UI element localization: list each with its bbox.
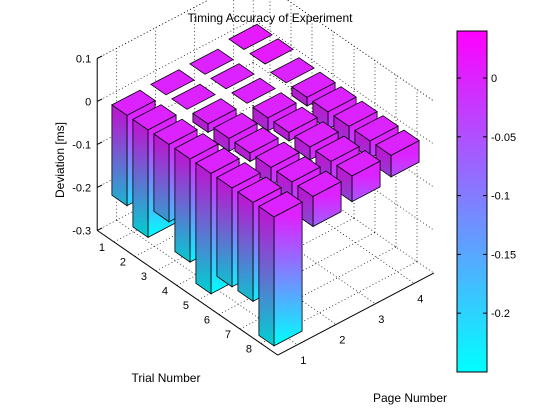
x-tick-label: 3	[378, 314, 384, 326]
colorbar-tick-label: -0.05	[491, 132, 516, 144]
x-axis-label: Page Number	[373, 391, 447, 405]
y-tick-label: 6	[204, 315, 210, 327]
y-tick-label: 2	[120, 257, 126, 269]
z-tick-label: -0.1	[72, 139, 91, 151]
x-tick-label: 2	[339, 334, 345, 346]
bar-side-face	[238, 192, 253, 301]
z-tick	[97, 99, 102, 102]
y-tick-label: 5	[183, 300, 189, 312]
colorbar-tick-label: -0.15	[491, 249, 516, 261]
z-tick-label: 0	[85, 96, 91, 108]
bar-side-face	[154, 134, 169, 222]
z-tick-label: 0.1	[76, 53, 91, 65]
bar-side-face	[217, 177, 232, 286]
y-axis-label: Trial Number	[132, 371, 201, 385]
bar-side-face	[175, 148, 190, 262]
y-tick-label: 8	[246, 344, 252, 356]
bar-side-face	[259, 206, 274, 346]
bars-layer	[112, 24, 419, 346]
x-tick-label: 1	[300, 355, 306, 367]
chart-title: Timing Accuracy of Experiment	[188, 11, 354, 25]
z-tick-label: -0.3	[72, 225, 91, 237]
bar-side-face	[112, 105, 127, 206]
y-tick-label: 3	[141, 271, 147, 283]
grid-line	[97, 0, 253, 58]
colorbar-tick-label: -0.1	[491, 191, 510, 203]
y-tick-label: 1	[99, 242, 105, 254]
colorbar-tick-label: 0	[491, 73, 497, 85]
z-tick	[97, 185, 102, 188]
colorbar	[457, 31, 487, 372]
y-tick-label: 7	[225, 329, 231, 341]
z-tick	[97, 56, 102, 59]
z-tick-label: -0.2	[72, 182, 91, 194]
grid-line	[97, 0, 253, 58]
z-tick	[97, 228, 102, 231]
bar-front-face	[274, 202, 302, 346]
z-tick	[97, 142, 102, 145]
bar-side-face	[196, 163, 211, 294]
bar-side-face	[133, 119, 148, 237]
y-tick-label: 4	[162, 286, 168, 298]
colorbar-tick-label: -0.2	[491, 308, 510, 320]
x-tick-label: 4	[417, 293, 423, 305]
bar	[259, 192, 302, 346]
z-axis-label: Deviation [ms]	[53, 122, 67, 198]
